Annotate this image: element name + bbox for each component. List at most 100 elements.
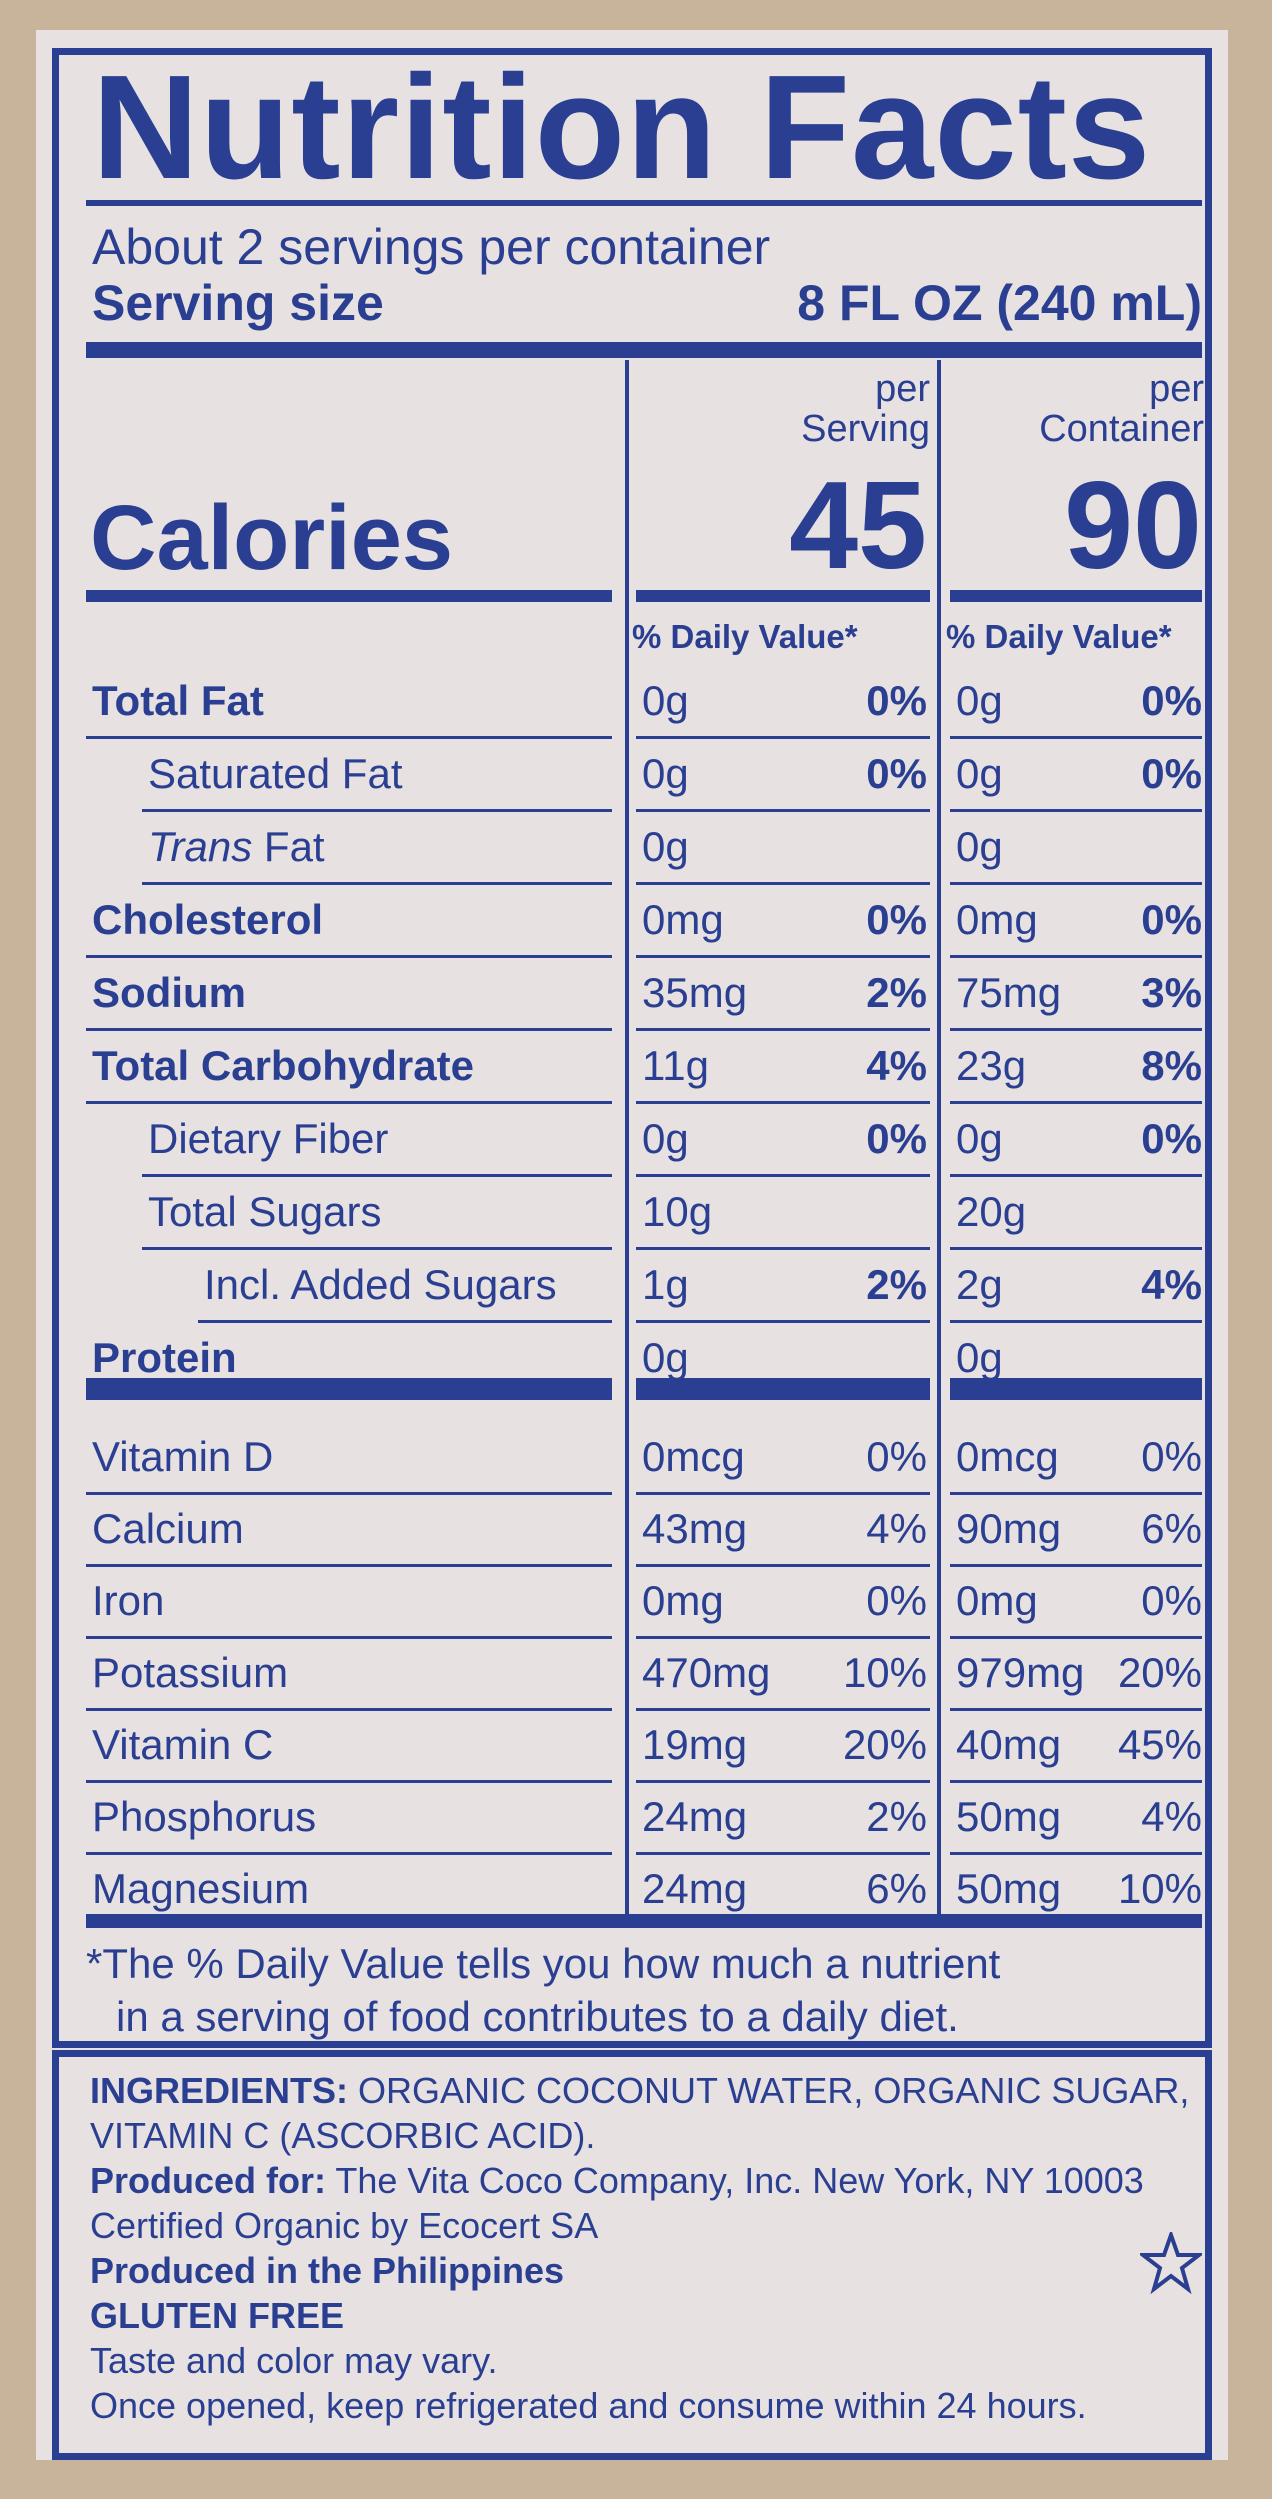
serving-daily-value: 2% bbox=[866, 1261, 927, 1308]
container-amount: 0mg bbox=[956, 896, 1038, 943]
vitamin-label: Magnesium bbox=[92, 1865, 310, 1912]
serving-daily-value: 0% bbox=[866, 677, 927, 724]
row-divider bbox=[86, 1028, 612, 1031]
column-separator-container bbox=[937, 360, 941, 1920]
container-daily-value: 0% bbox=[1141, 1115, 1202, 1162]
daily-value-footnote: *The % Daily Value tells you how much a … bbox=[86, 1938, 1000, 2043]
row-divider bbox=[636, 809, 930, 812]
row-divider bbox=[636, 882, 930, 885]
vitamin-label: Potassium bbox=[92, 1649, 289, 1696]
row-divider bbox=[950, 809, 1202, 812]
star-icon bbox=[1140, 2232, 1202, 2294]
row-divider bbox=[86, 736, 612, 739]
servings-per-container: About 2 servings per container bbox=[92, 219, 771, 275]
row-divider bbox=[86, 1636, 612, 1639]
row-divider bbox=[950, 1708, 1202, 1711]
serving-daily-value: 0% bbox=[866, 896, 927, 943]
container-daily-value: 3% bbox=[1141, 969, 1202, 1016]
ingredients-block: INGREDIENTS: ORGANIC COCONUT WATER, ORGA… bbox=[90, 2068, 1189, 2428]
row-divider bbox=[86, 1708, 612, 1711]
row-divider bbox=[636, 736, 930, 739]
serving-amount: 0g bbox=[642, 1334, 689, 1381]
produced-in: Produced in the Philippines bbox=[90, 2250, 565, 2291]
row-divider bbox=[950, 1780, 1202, 1783]
vitamin-divider bbox=[950, 1378, 1202, 1400]
serving-size-label: Serving size bbox=[92, 275, 384, 331]
ingredients-text-2: VITAMIN C (ASCORBIC ACID). bbox=[90, 2115, 596, 2156]
row-divider bbox=[950, 1492, 1202, 1495]
row-divider bbox=[636, 1492, 930, 1495]
container-amount: 50mg bbox=[956, 1865, 1062, 1912]
nutrient-label-trans-fat: Trans Fat bbox=[148, 826, 325, 868]
footnote-line: in a serving of food contributes to a da… bbox=[116, 1992, 959, 2040]
serving-amount: 0mcg bbox=[642, 1433, 745, 1480]
thick-divider bbox=[636, 590, 930, 602]
row-divider bbox=[86, 1564, 612, 1567]
row-divider bbox=[142, 1174, 612, 1177]
row-divider bbox=[198, 1320, 612, 1323]
container-text: Container bbox=[1039, 407, 1204, 450]
row-divider bbox=[636, 1028, 930, 1031]
nutrient-label: Protein bbox=[92, 1334, 237, 1381]
certified-organic: Certified Organic by Ecocert SA bbox=[90, 2205, 599, 2246]
row-divider bbox=[142, 1247, 612, 1250]
serving-daily-value: 0% bbox=[866, 750, 927, 797]
container-amount: 0g bbox=[956, 1334, 1003, 1381]
container-daily-value: 45% bbox=[1117, 1721, 1202, 1768]
calories-label: Calories bbox=[90, 487, 454, 589]
per-serving-header: per Serving bbox=[640, 369, 930, 450]
serving-amount: 0g bbox=[642, 1115, 689, 1162]
nutrient-label: Cholesterol bbox=[92, 896, 324, 943]
divider bbox=[86, 200, 1202, 206]
row-divider bbox=[950, 955, 1202, 958]
daily-value-header-serving: % Daily Value* bbox=[632, 618, 858, 655]
daily-value-header-container: % Daily Value* bbox=[946, 618, 1172, 655]
nutrient-label: Saturated Fat bbox=[148, 750, 403, 797]
container-daily-value: 8% bbox=[1141, 1042, 1202, 1089]
row-divider bbox=[142, 809, 612, 812]
column-separator-serving bbox=[625, 360, 629, 1920]
serving-amount: 1g bbox=[642, 1261, 689, 1308]
container-amount: 0g bbox=[956, 750, 1003, 797]
serving-daily-value: 2% bbox=[866, 1793, 927, 1840]
serving-size-value: 8 FL OZ (240 mL) bbox=[797, 275, 1202, 331]
row-divider bbox=[950, 1564, 1202, 1567]
row-divider bbox=[636, 1564, 930, 1567]
nutrient-label: Incl. Added Sugars bbox=[204, 1261, 557, 1308]
row-divider bbox=[86, 1101, 612, 1104]
thick-divider bbox=[86, 590, 612, 602]
row-divider bbox=[86, 1492, 612, 1495]
row-divider bbox=[86, 1780, 612, 1783]
nutrient-label: Total Sugars bbox=[148, 1188, 382, 1235]
calories-per-container: 90 bbox=[1064, 457, 1202, 595]
serving-amount: 10g bbox=[642, 1188, 713, 1235]
calories-per-serving: 45 bbox=[789, 457, 927, 595]
container-amount: 2g bbox=[956, 1261, 1003, 1308]
row-divider bbox=[636, 1320, 930, 1323]
produced-for-label: Produced for: bbox=[90, 2160, 327, 2201]
serving-daily-value: 10% bbox=[842, 1649, 927, 1696]
container-daily-value: 0% bbox=[1141, 677, 1202, 724]
thick-divider bbox=[86, 1914, 1202, 1928]
vitamin-label: Vitamin C bbox=[92, 1721, 274, 1768]
row-divider bbox=[950, 1174, 1202, 1177]
serving-amount: 0g bbox=[642, 677, 689, 724]
row-divider bbox=[950, 1101, 1202, 1104]
container-amount: 0mg bbox=[956, 1577, 1038, 1624]
nutrient-label: Total Fat bbox=[92, 677, 264, 724]
serving-daily-value: 4% bbox=[866, 1042, 927, 1089]
container-daily-value: 0% bbox=[1141, 896, 1202, 943]
ingredients-panel bbox=[52, 2050, 1212, 2460]
vitamin-label: Vitamin D bbox=[92, 1433, 274, 1480]
container-amount: 0g bbox=[956, 823, 1003, 870]
thick-divider bbox=[86, 342, 1202, 358]
row-divider bbox=[142, 882, 612, 885]
serving-daily-value: 20% bbox=[842, 1721, 927, 1768]
serving-daily-value: 2% bbox=[866, 969, 927, 1016]
container-amount: 0g bbox=[956, 1115, 1003, 1162]
row-divider bbox=[636, 1101, 930, 1104]
row-divider bbox=[950, 736, 1202, 739]
row-divider bbox=[636, 955, 930, 958]
vitamin-label: Phosphorus bbox=[92, 1793, 317, 1840]
nutrient-label: Total Carbohydrate bbox=[92, 1042, 474, 1089]
